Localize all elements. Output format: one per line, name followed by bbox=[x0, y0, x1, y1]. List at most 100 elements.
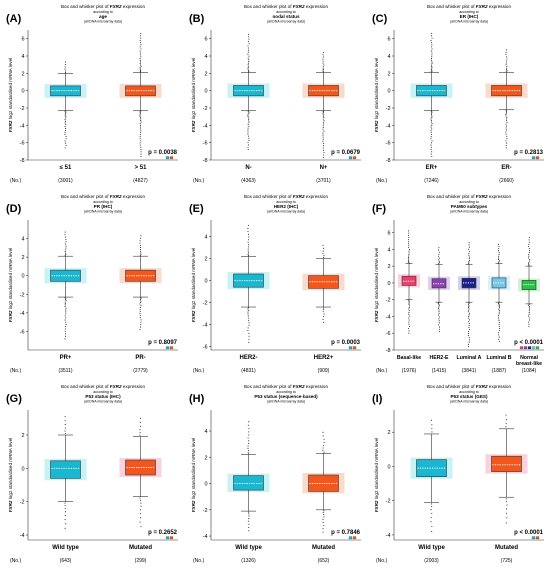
outlier-point bbox=[247, 317, 249, 319]
outlier-point bbox=[527, 315, 530, 317]
outlier-point bbox=[430, 121, 433, 123]
outlier-point bbox=[430, 132, 432, 134]
outlier-point bbox=[139, 63, 141, 65]
y-tick-label: 0 bbox=[21, 89, 24, 95]
legend-swatch bbox=[348, 536, 353, 540]
p-value: p < 0.0001 bbox=[514, 340, 544, 346]
outlier-point bbox=[322, 115, 324, 117]
outlier-point bbox=[505, 109, 507, 111]
outlier-point bbox=[430, 149, 432, 151]
outlier-point bbox=[408, 310, 410, 312]
outlier-point bbox=[407, 234, 410, 236]
outlier-point bbox=[64, 420, 66, 422]
outlier-point bbox=[439, 326, 441, 328]
outlier-point bbox=[430, 516, 432, 518]
outlier-point bbox=[140, 300, 142, 302]
outlier-point bbox=[468, 248, 470, 250]
outlier-point bbox=[139, 123, 141, 125]
outlier-point bbox=[468, 328, 470, 330]
outlier-point bbox=[64, 302, 66, 304]
y-tick-label: 4 bbox=[204, 429, 207, 435]
y-tick-label: -6 bbox=[386, 141, 391, 147]
outlier-point bbox=[431, 67, 433, 69]
outlier-point bbox=[248, 434, 250, 436]
y-axis-label: FXR2 log2 standardised mRNA level bbox=[191, 438, 196, 513]
y-tick-label: -8 bbox=[203, 158, 208, 164]
outlier-point bbox=[438, 262, 440, 264]
outlier-point bbox=[438, 305, 440, 307]
outlier-point bbox=[430, 144, 432, 146]
outlier-point bbox=[408, 325, 410, 327]
p-value: p = 0.8097 bbox=[148, 340, 178, 346]
outlier-point bbox=[438, 253, 440, 255]
count-header: (No.) bbox=[376, 178, 387, 184]
legend-swatch bbox=[523, 346, 528, 350]
outlier-point bbox=[247, 144, 250, 146]
outlier-point bbox=[407, 259, 410, 261]
outlier-point bbox=[498, 261, 500, 263]
outlier-point bbox=[505, 423, 507, 425]
legend-swatch bbox=[348, 156, 353, 160]
outlier-point bbox=[498, 334, 500, 336]
outlier-point bbox=[438, 247, 440, 249]
outlier-point bbox=[247, 445, 249, 447]
outlier-point bbox=[505, 71, 507, 73]
legend-swatch bbox=[165, 346, 170, 350]
outlier-point bbox=[139, 317, 141, 319]
outlier-point bbox=[65, 112, 67, 114]
plot-subtitle-note: (all DNA microarray data) bbox=[450, 400, 488, 404]
plot-subtitle: P53 status (IHC) bbox=[85, 394, 121, 399]
count-label: (3841) bbox=[462, 368, 477, 374]
x-tick-label: PR- bbox=[135, 355, 145, 361]
panel-f: (F) Box and whisker plot of FXR2 expressi… bbox=[372, 194, 544, 374]
outlier-point bbox=[140, 130, 142, 132]
outlier-point bbox=[322, 140, 324, 142]
count-header: (No.) bbox=[10, 558, 21, 564]
box bbox=[491, 455, 522, 472]
outlier-point bbox=[528, 323, 530, 325]
y-tick-label: 4 bbox=[204, 235, 207, 241]
outlier-point bbox=[139, 308, 141, 310]
outlier-point bbox=[528, 325, 530, 328]
outlier-point bbox=[64, 71, 67, 73]
outlier-point bbox=[65, 238, 67, 241]
outlier-point bbox=[497, 302, 499, 304]
outlier-point bbox=[468, 259, 471, 261]
y-tick-label: 0 bbox=[387, 281, 390, 287]
outlier-point bbox=[64, 424, 66, 426]
outlier-point bbox=[499, 260, 501, 262]
outlier-point bbox=[499, 327, 501, 330]
outlier-point bbox=[247, 64, 249, 66]
y-axis-label: FXR2 log2 standardised mRNA level bbox=[191, 248, 196, 323]
outlier-point bbox=[323, 444, 325, 446]
outlier-point bbox=[139, 58, 141, 60]
y-tick-label: -4 bbox=[386, 123, 391, 129]
outlier-point bbox=[497, 243, 500, 245]
outlier-point bbox=[408, 239, 410, 241]
outlier-point bbox=[322, 252, 324, 255]
outlier-point bbox=[64, 251, 66, 253]
outlier-point bbox=[139, 54, 141, 56]
outlier-point bbox=[140, 56, 142, 58]
outlier-point bbox=[248, 55, 250, 57]
x-tick-label: Luminal A bbox=[457, 355, 482, 361]
outlier-point bbox=[323, 321, 325, 324]
outlier-point bbox=[467, 311, 469, 313]
plot-title: Box and whisker plot of FXR2 expression bbox=[61, 384, 145, 389]
outlier-point bbox=[431, 530, 433, 532]
outlier-point bbox=[247, 129, 249, 131]
outlier-point bbox=[322, 449, 324, 451]
outlier-point bbox=[322, 58, 324, 60]
outlier-point bbox=[139, 310, 141, 312]
outlier-point bbox=[139, 67, 141, 69]
outlier-point bbox=[323, 438, 325, 440]
outlier-point bbox=[407, 328, 410, 330]
count-label: (643) bbox=[60, 558, 72, 564]
box bbox=[233, 85, 264, 97]
outlier-point bbox=[248, 125, 250, 127]
outlier-point bbox=[528, 304, 530, 306]
outlier-point bbox=[140, 70, 142, 72]
outlier-point bbox=[139, 299, 141, 301]
outlier-point bbox=[528, 261, 530, 263]
outlier-point bbox=[247, 135, 250, 137]
